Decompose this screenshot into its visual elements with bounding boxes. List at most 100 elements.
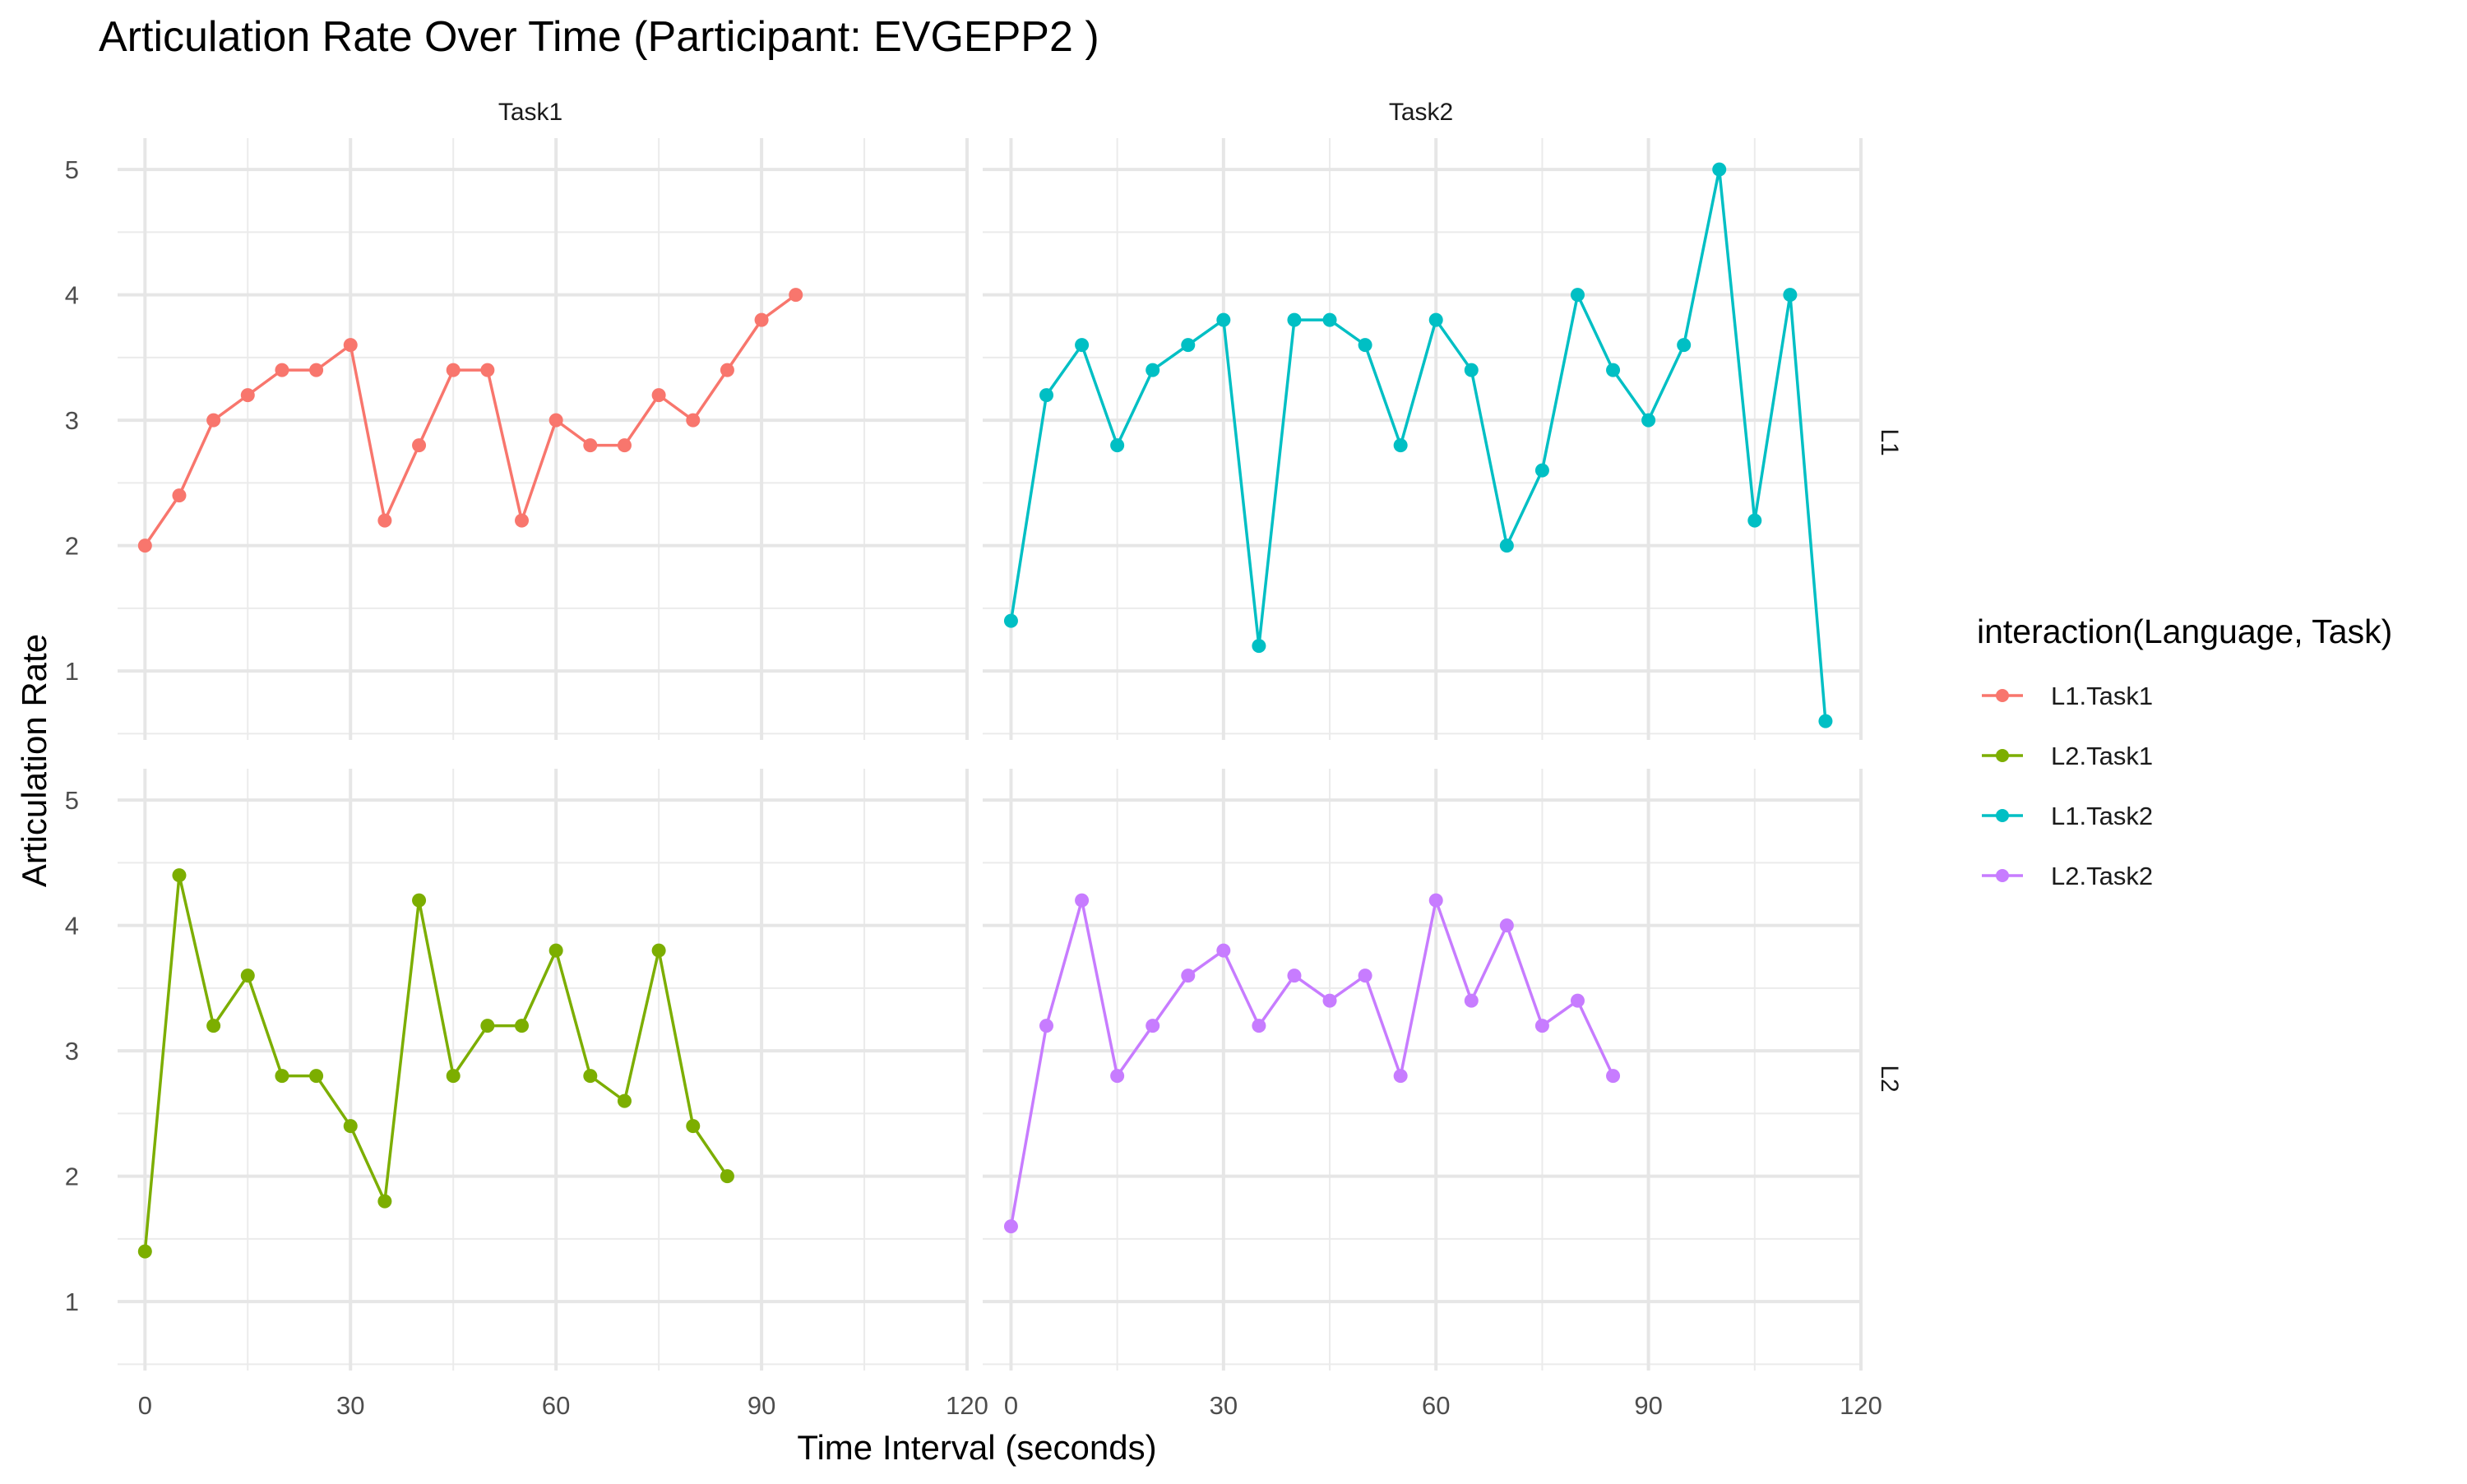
data-point	[172, 488, 187, 503]
data-point	[480, 1019, 495, 1033]
data-point	[686, 413, 701, 428]
data-point	[789, 288, 803, 303]
data-point	[1358, 969, 1372, 983]
x-tick-label: 30	[336, 1391, 364, 1420]
data-point	[1146, 363, 1160, 377]
data-point	[1110, 1069, 1125, 1084]
series-line	[143, 294, 797, 547]
data-point	[515, 1019, 530, 1033]
x-tick-label: 90	[1634, 1391, 1662, 1420]
data-point	[1534, 463, 1549, 478]
data-point	[275, 1069, 289, 1084]
data-point	[1570, 993, 1585, 1008]
data-point	[1393, 438, 1408, 453]
data-point	[515, 513, 530, 528]
series-l1-task1	[137, 288, 803, 553]
panel-task1-l1	[118, 138, 969, 740]
data-point	[1464, 993, 1479, 1008]
series-l2-task1	[137, 868, 734, 1259]
data-point	[206, 1019, 221, 1033]
data-point	[1003, 613, 1018, 628]
data-point	[1428, 893, 1443, 908]
data-point	[1287, 969, 1302, 983]
data-point	[1181, 338, 1196, 353]
data-point	[651, 388, 666, 403]
x-tick-label: 0	[138, 1391, 152, 1420]
legend-label: L1.Task2	[2051, 802, 2153, 830]
panel-task2-l2	[983, 769, 1863, 1371]
y-tick-label: 5	[65, 786, 79, 815]
legend-key-point	[1996, 749, 2009, 762]
panel-task2-l1	[983, 138, 1863, 740]
x-tick-label: 120	[1840, 1391, 1882, 1420]
data-point	[1322, 312, 1337, 327]
data-point	[240, 388, 255, 403]
data-point	[137, 1244, 152, 1259]
data-point	[754, 312, 769, 327]
data-point	[309, 1069, 324, 1084]
data-point	[412, 893, 427, 908]
data-point	[343, 1119, 358, 1134]
series-line	[1009, 899, 1615, 1227]
series-line	[1009, 168, 1827, 722]
data-point	[583, 438, 598, 453]
data-point	[1181, 969, 1196, 983]
y-tick-label: 3	[65, 1037, 79, 1066]
series-l2-task2	[1003, 893, 1621, 1234]
strip-label-task1: Task1	[498, 99, 562, 126]
legend-label: L2.Task1	[2051, 742, 2153, 770]
data-point	[548, 413, 563, 428]
x-tick-label: 30	[1210, 1391, 1238, 1420]
data-point	[617, 438, 632, 453]
strip-label-l1: L1	[1876, 428, 1903, 455]
data-point	[1252, 1019, 1266, 1033]
data-point	[1499, 539, 1514, 553]
data-point	[1428, 312, 1443, 327]
x-tick-label: 120	[946, 1391, 988, 1420]
data-point	[1747, 513, 1762, 528]
data-point	[1641, 413, 1656, 428]
legend-entry-l1-task2: L1.Task2	[1982, 802, 2153, 830]
legend-entry-l2-task2: L2.Task2	[1982, 862, 2153, 890]
data-point	[1075, 893, 1090, 908]
data-point	[1606, 363, 1621, 377]
chart-title: Articulation Rate Over Time (Participant…	[99, 13, 1099, 61]
data-point	[206, 413, 221, 428]
data-point	[240, 969, 255, 983]
x-axis-title: Time Interval (seconds)	[797, 1428, 1156, 1467]
data-point	[1039, 1019, 1054, 1033]
series-layer	[137, 162, 1833, 1259]
y-axis-title: Articulation Rate	[15, 634, 53, 887]
data-point	[377, 1194, 392, 1209]
data-point	[686, 1119, 701, 1134]
data-point	[651, 943, 666, 958]
data-point	[1146, 1019, 1160, 1033]
y-tick-label: 1	[65, 657, 79, 686]
data-point	[1783, 288, 1798, 303]
data-point	[720, 1169, 734, 1184]
x-tick-label: 60	[542, 1391, 570, 1420]
data-point	[446, 363, 461, 377]
data-point	[720, 363, 734, 377]
data-point	[583, 1069, 598, 1084]
strip-label-l2: L2	[1876, 1065, 1903, 1092]
legend-key-point	[1996, 689, 2009, 702]
data-point	[446, 1069, 461, 1084]
data-point	[1252, 639, 1266, 654]
y-tick-label: 2	[65, 1163, 79, 1191]
data-point	[1039, 388, 1054, 403]
data-point	[1677, 338, 1692, 353]
y-tick-label: 4	[65, 912, 79, 941]
legend-key-point	[1996, 809, 2009, 822]
legend-label: L2.Task2	[2051, 862, 2153, 890]
data-point	[548, 943, 563, 958]
data-point	[480, 363, 495, 377]
data-point	[1216, 312, 1231, 327]
x-tick-label: 60	[1422, 1391, 1450, 1420]
data-point	[1393, 1069, 1408, 1084]
y-tick-label: 4	[65, 281, 79, 310]
panel-task1-l2	[118, 769, 969, 1371]
legend-entry-l1-task1: L1.Task1	[1982, 682, 2153, 710]
